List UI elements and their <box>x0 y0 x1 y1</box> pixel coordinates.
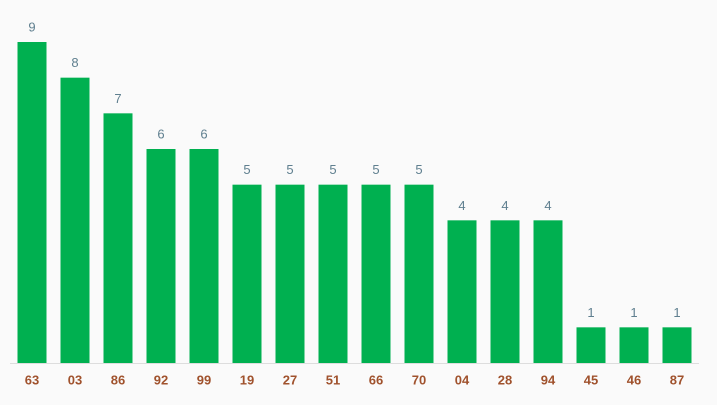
bar <box>447 220 477 363</box>
x-tick-label: 63 <box>25 372 39 387</box>
value-label: 5 <box>372 162 379 177</box>
bar <box>662 327 692 363</box>
bar <box>619 327 649 363</box>
bar <box>404 184 434 363</box>
x-tick-label: 45 <box>584 372 598 387</box>
x-tick-label: 27 <box>283 372 297 387</box>
value-label: 7 <box>114 91 121 106</box>
x-tick-label: 87 <box>670 372 684 387</box>
bar <box>361 184 391 363</box>
x-tick-label: 03 <box>68 372 82 387</box>
bar <box>318 184 348 363</box>
bar <box>275 184 305 363</box>
bar <box>189 149 219 363</box>
value-label: 4 <box>544 198 551 213</box>
value-label: 5 <box>415 162 422 177</box>
value-label: 6 <box>157 126 164 141</box>
value-label: 4 <box>458 198 465 213</box>
value-label: 4 <box>501 198 508 213</box>
value-label: 1 <box>587 305 594 320</box>
value-label: 5 <box>243 162 250 177</box>
bar <box>103 113 133 363</box>
value-label: 1 <box>630 305 637 320</box>
x-tick-label: 92 <box>154 372 168 387</box>
bar <box>232 184 262 363</box>
value-label: 1 <box>673 305 680 320</box>
x-tick-label: 99 <box>197 372 211 387</box>
x-tick-label: 66 <box>369 372 383 387</box>
x-tick-label: 51 <box>326 372 340 387</box>
value-label: 9 <box>28 19 35 34</box>
value-label: 6 <box>200 126 207 141</box>
x-tick-label: 28 <box>498 372 512 387</box>
bar <box>60 77 90 364</box>
value-label: 5 <box>286 162 293 177</box>
x-tick-label: 46 <box>627 372 641 387</box>
bar <box>576 327 606 363</box>
x-tick-label: 86 <box>111 372 125 387</box>
value-label: 8 <box>71 55 78 70</box>
bar <box>146 149 176 363</box>
value-label: 5 <box>329 162 336 177</box>
bar <box>533 220 563 363</box>
bar <box>490 220 520 363</box>
x-tick-label: 19 <box>240 372 254 387</box>
x-tick-label: 94 <box>541 372 556 387</box>
x-tick-label: 04 <box>455 372 470 387</box>
x-tick-label: 70 <box>412 372 426 387</box>
bar <box>17 42 47 363</box>
